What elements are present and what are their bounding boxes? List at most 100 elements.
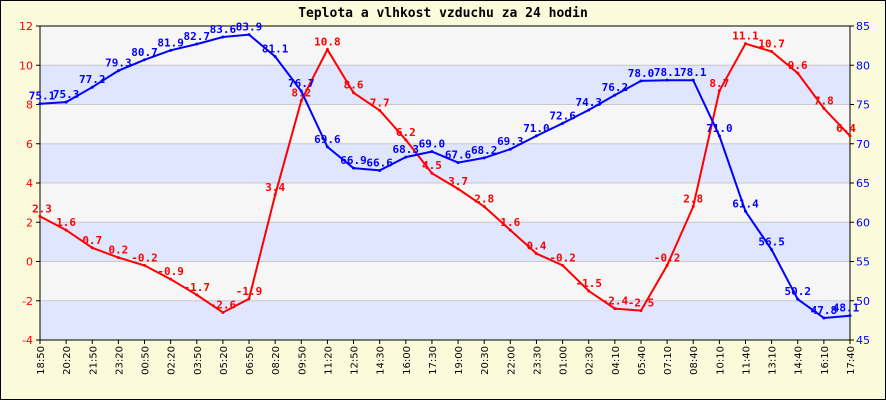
humidity-point — [116, 69, 120, 73]
humidity-point — [352, 166, 356, 170]
temperature-point — [482, 205, 486, 209]
temperature-data-label: 1.6 — [500, 216, 520, 229]
x-tick-label: 12:50 — [350, 346, 361, 375]
temperature-point — [143, 263, 147, 267]
x-tick-label: 20:20 — [62, 346, 73, 375]
x-tick-label: 01:00 — [559, 346, 570, 375]
humidity-data-label: 79.3 — [105, 57, 132, 70]
humidity-point — [508, 147, 512, 151]
y-left-tick-label: -2 — [22, 295, 33, 308]
humidity-line — [39, 33, 851, 320]
humidity-data-label: 78.1 — [654, 66, 681, 79]
humidity-data-label: 81.9 — [157, 36, 184, 49]
humidity-data-label: 68.2 — [471, 144, 498, 157]
x-tick-label: 08:40 — [689, 346, 700, 375]
humidity-point — [378, 168, 382, 172]
x-tick-label: 22:00 — [506, 346, 517, 375]
humidity-point — [482, 156, 486, 160]
x-tick-label: 18:50 — [36, 346, 47, 375]
humidity-point — [587, 108, 591, 112]
humidity-point — [247, 33, 251, 37]
humidity-data-label: 80.7 — [131, 46, 158, 59]
humidity-data-label: 67.6 — [445, 149, 472, 162]
temperature-data-label: -2.6 — [210, 299, 237, 312]
humidity-data-label: 83.6 — [210, 23, 237, 36]
temperature-data-label: 0.7 — [82, 234, 102, 247]
temperature-point — [404, 138, 408, 142]
temperature-data-label: 7.7 — [370, 96, 390, 109]
humidity-point — [404, 155, 408, 159]
humidity-point — [743, 209, 747, 213]
humidity-data-label: 75.1 — [29, 90, 56, 103]
x-tick-label: 11:20 — [323, 346, 334, 375]
temperature-point — [665, 263, 669, 267]
x-tick-label: 02:30 — [585, 346, 596, 375]
temperature-data-label: -2.4 — [602, 295, 629, 308]
x-tick-label: 10:10 — [715, 346, 726, 375]
temperature-data-label: 2.8 — [683, 193, 703, 206]
y-right-tick-label: 50 — [856, 295, 870, 308]
chart-title: Teplota a vlhkost vzduchu za 24 hodin — [298, 6, 588, 21]
x-tick-label: 23:20 — [114, 346, 125, 375]
humidity-data-label: 56.5 — [758, 236, 785, 249]
humidity-data-label: 71.0 — [523, 122, 550, 135]
humidity-point — [273, 55, 277, 59]
temperature-point — [848, 134, 852, 138]
humidity-point — [90, 85, 94, 89]
humidity-point — [325, 145, 329, 149]
humidity-point — [561, 121, 565, 125]
x-tick-label: 23:30 — [532, 346, 543, 375]
temperature-data-label: 2.3 — [32, 202, 52, 215]
y-left-tick-label: 4 — [26, 177, 33, 190]
x-tick-label: 03:50 — [193, 346, 204, 375]
humidity-data-label: 69.6 — [314, 133, 341, 146]
temperature-data-label: 9.6 — [788, 59, 808, 72]
humidity-data-label: 47.8 — [811, 304, 838, 317]
temperature-data-label: -0.9 — [157, 265, 184, 278]
x-tick-label: 07:10 — [663, 346, 674, 375]
humidity-point — [64, 100, 68, 104]
humidity-data-label: 75.3 — [53, 88, 80, 101]
humidity-data-label: 83.9 — [236, 21, 263, 34]
y-left-tick-label: 10 — [19, 59, 33, 72]
humidity-data-label: 81.1 — [262, 43, 289, 56]
y-right-tick-label: 65 — [856, 177, 870, 190]
x-tick-label: 00:50 — [141, 346, 152, 375]
y-right-tick-label: 45 — [856, 334, 870, 347]
plot-band — [40, 222, 850, 262]
temperature-point — [717, 89, 721, 93]
humidity-point — [717, 134, 721, 138]
plot-band — [40, 183, 850, 223]
y-left-tick-label: 6 — [26, 138, 33, 151]
humidity-point — [639, 79, 643, 83]
humidity-data-label: 82.7 — [184, 30, 211, 43]
y-left-tick-label: 2 — [26, 216, 33, 229]
temperature-point — [743, 42, 747, 46]
y-right-tick-label: 80 — [856, 59, 870, 72]
humidity-point — [534, 134, 538, 138]
y-left-tick-label: 0 — [26, 256, 33, 269]
x-tick-label: 06:50 — [245, 346, 256, 375]
x-tick-label: 14:30 — [376, 346, 387, 375]
temperature-data-label: 6.2 — [396, 126, 416, 139]
temperature-point — [822, 106, 826, 110]
temperature-data-label: 3.7 — [448, 175, 468, 188]
x-tick-label: 19:00 — [454, 346, 465, 375]
temperature-line — [39, 42, 851, 314]
x-tick-label: 21:50 — [88, 346, 99, 375]
humidity-data-label: 78.1 — [680, 66, 707, 79]
humidity-data-label: 61.4 — [732, 197, 759, 210]
temperature-point — [169, 277, 173, 281]
x-tick-label: 16:00 — [402, 346, 413, 375]
temperature-data-label: -2.5 — [628, 297, 655, 310]
x-tick-label: 17:40 — [846, 346, 857, 375]
humidity-data-label: 77.2 — [79, 73, 106, 86]
temperature-point — [561, 263, 565, 267]
humidity-data-label: 72.6 — [549, 109, 576, 122]
x-tick-label: 05:40 — [637, 346, 648, 375]
temperature-data-label: 1.6 — [56, 216, 76, 229]
x-tick-label: 09:50 — [297, 346, 308, 375]
x-tick-label: 11:40 — [741, 346, 752, 375]
humidity-point — [221, 35, 225, 39]
